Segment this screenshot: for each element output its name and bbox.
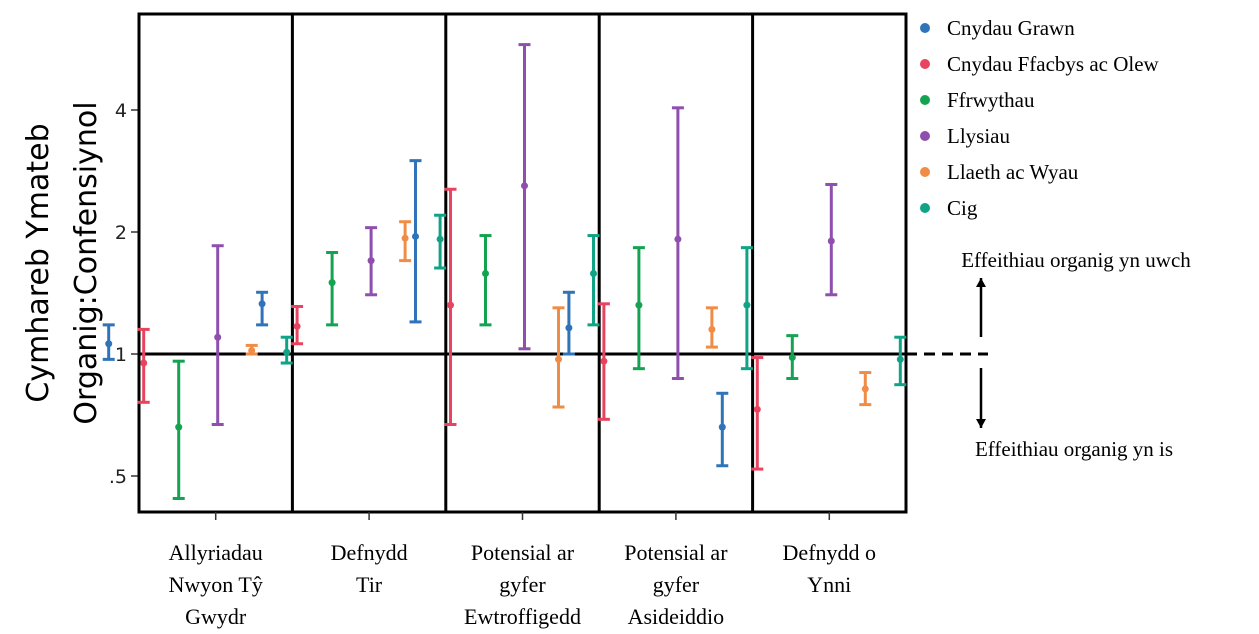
legend-label: Cnydau Ffacbys ac Olew [947, 52, 1160, 76]
point-estimate [482, 269, 489, 277]
legend-label: Cnydau Grawn [947, 16, 1075, 40]
point-estimate [590, 269, 597, 277]
point-estimate [401, 234, 409, 242]
y-tick-label: 2 [115, 222, 127, 244]
error-bar [409, 159, 422, 324]
error-bar [671, 106, 684, 381]
y-axis-ticks: .5 1 2 4 [109, 100, 139, 488]
point-estimate [708, 325, 716, 333]
point-estimate [565, 324, 573, 332]
point-estimate [412, 232, 419, 240]
point-estimate [827, 237, 835, 245]
y-tick-label: 4 [115, 100, 127, 122]
y-tick-label: 1 [115, 344, 127, 366]
legend-label: Cig [947, 196, 978, 220]
error-bar [518, 43, 531, 351]
legend-swatch [920, 131, 930, 141]
y-axis-label-line-2: Organig:Confensiynol [69, 101, 104, 424]
legend-swatch [920, 59, 930, 69]
legend-swatch [920, 95, 930, 105]
point-estimate [861, 385, 869, 393]
point-estimate [521, 182, 528, 190]
point-estimate [283, 348, 291, 356]
point-estimate [555, 355, 562, 363]
category-labels: Allyriadau Nwyon Tŷ Gwydr Defnydd Tir Potensi… [169, 512, 876, 629]
point-estimate [600, 357, 608, 365]
error-bar [326, 251, 339, 327]
y-tick-label: .5 [109, 466, 127, 488]
point-estimate [248, 347, 256, 355]
error-bar [587, 234, 600, 327]
annotation-lower: Effeithiau organig yn is [975, 437, 1173, 461]
category-label: Allyriadau Nwyon Tŷ Gwydr [169, 540, 263, 629]
category-label: Potensial ar gyfer Asideiddio [624, 540, 728, 629]
point-estimate [175, 423, 183, 431]
legend-label: Ffrwythau [947, 88, 1035, 112]
point-estimate [753, 405, 761, 413]
point-estimate [635, 301, 643, 309]
category-label: Potensial ar gyfer Ewtroffigedd [464, 540, 581, 629]
legend-swatch [920, 167, 930, 177]
annotations: Effeithiau organig yn uwch Effeithiau or… [906, 248, 1191, 461]
point-estimate [367, 257, 375, 265]
point-estimate [788, 354, 796, 362]
point-estimate [293, 322, 301, 330]
error-bar [562, 290, 575, 356]
point-estimate [105, 340, 113, 348]
point-estimate [214, 333, 222, 341]
y-axis-label-line-1: Cymhareb Ymateb [21, 123, 56, 402]
error-bar [751, 356, 764, 471]
error-bar [256, 290, 269, 327]
y-axis-label: Cymhareb Ymateb Organig:Confensiynol [21, 101, 104, 424]
plot-frame [137, 12, 908, 514]
point-estimate [447, 301, 454, 309]
arrow-down-icon [976, 368, 986, 428]
annotation-higher: Effeithiau organig yn uwch [961, 248, 1191, 272]
point-estimate [140, 359, 148, 367]
point-estimate [718, 423, 726, 431]
legend-label: Llaeth ac Wyau [947, 160, 1079, 184]
category-label: Defnydd o Ynni [783, 540, 876, 597]
error-bar [479, 234, 492, 327]
legend-swatch [920, 203, 930, 213]
point-estimate [743, 301, 751, 309]
legend-swatch [920, 23, 930, 33]
point-estimate [436, 235, 444, 243]
legend-label: Llysiau [947, 124, 1010, 148]
category-label: Defnydd Tir [331, 540, 408, 597]
point-estimate [258, 300, 266, 308]
plot-area [102, 12, 908, 514]
legend: Cnydau Grawn Cnydau Ffacbys ac Olew Ffrwyt… [920, 16, 1160, 220]
point-estimate [896, 355, 904, 363]
arrow-up-icon [976, 278, 986, 337]
point-estimate [328, 279, 336, 287]
point-estimate [674, 235, 682, 243]
